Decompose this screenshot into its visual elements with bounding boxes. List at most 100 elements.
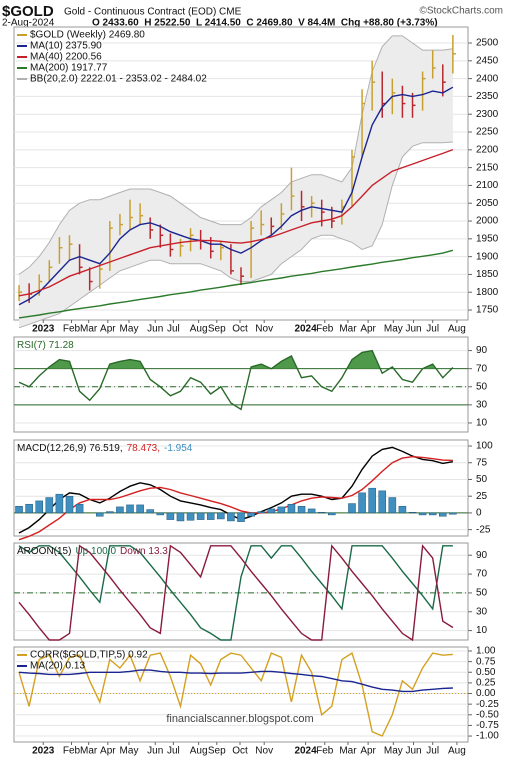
x-tick-label: 2024 <box>294 324 317 335</box>
symbol: $GOLD <box>2 3 54 20</box>
histogram-bar <box>196 512 205 520</box>
y-tick-label: 2050 <box>476 198 499 209</box>
instrument-name: Gold - Continuous Contract (EOD) CME <box>64 7 242 18</box>
x-tick-label: Apr <box>100 324 116 335</box>
legend-label: $GOLD (Weekly) 2469.80 <box>30 30 145 41</box>
legend-label: MA(20) 0.13 <box>30 661 85 672</box>
histogram-bar <box>297 505 306 514</box>
histogram-bar <box>146 509 154 514</box>
histogram-bar <box>408 512 417 514</box>
x-tick-label: Feb <box>316 324 334 335</box>
x-tick-label: Mar <box>339 746 357 757</box>
histogram-bar <box>428 512 437 516</box>
histogram-bar <box>227 512 235 522</box>
histogram-bar <box>247 512 255 517</box>
x-tick-label: Jun <box>147 746 163 757</box>
histogram-bar <box>307 508 316 514</box>
watermark: financialscanner.blogspot.com <box>166 713 313 725</box>
y-tick-label: 1900 <box>476 251 499 262</box>
y-tick-label: 2400 <box>476 73 499 84</box>
series-line <box>18 545 453 641</box>
x-tick-label: Apr <box>100 746 116 757</box>
y-tick-label: 0.75 <box>476 656 496 667</box>
legend-label: Down 13.3 <box>120 546 168 557</box>
y-tick-label: 0.25 <box>476 678 496 689</box>
x-tick-label: Feb <box>316 746 334 757</box>
y-tick-label: 70 <box>476 363 488 374</box>
y-tick-label: 50 <box>476 588 488 599</box>
histogram-bar <box>388 497 397 514</box>
histogram-bar <box>166 512 175 520</box>
y-tick-label: 50 <box>476 381 488 392</box>
bollinger-fill <box>19 35 453 328</box>
y-tick-label: 90 <box>476 345 488 356</box>
x-tick-label: Apr <box>360 746 376 757</box>
panel-label: AROON(15) <box>17 546 71 557</box>
y-tick-label: 2200 <box>476 144 499 155</box>
x-tick-label: Nov <box>255 746 273 757</box>
series-line <box>18 669 453 693</box>
histogram-bar <box>267 508 276 514</box>
legend-label: MA(40) 2200.56 <box>30 52 102 63</box>
histogram-bar <box>126 504 134 514</box>
bollinger-upper <box>18 35 453 275</box>
y-tick-label: 10 <box>476 625 488 636</box>
quote: O 2433.60 H 2522.50 L 2414.50 C 2469.80 … <box>92 18 438 29</box>
y-tick-label: 30 <box>476 606 488 617</box>
y-tick-label: 2350 <box>476 91 499 102</box>
x-tick-label: Nov <box>255 324 273 335</box>
x-tick-label: Sep <box>208 746 226 757</box>
legend-label: RSI(7) 71.28 <box>17 340 74 351</box>
x-tick-label: Jun <box>147 324 163 335</box>
y-tick-label: 75 <box>476 457 488 468</box>
histogram-bar <box>287 503 296 514</box>
y-tick-label: 2450 <box>476 55 499 66</box>
y-tick-label: -0.25 <box>476 699 499 710</box>
y-tick-label: 1800 <box>476 287 499 298</box>
series-line <box>18 652 453 737</box>
series-line <box>18 148 454 297</box>
panel <box>13 646 469 743</box>
x-tick-label: Sep <box>208 324 226 335</box>
y-tick-label: -0.75 <box>476 720 499 731</box>
histogram-bar <box>438 512 447 517</box>
histogram-bar <box>186 512 195 521</box>
histogram-bar <box>176 512 185 522</box>
x-tick-label: Aug <box>448 746 466 757</box>
x-tick-label: 2023 <box>32 324 55 335</box>
x-tick-label: Mar <box>80 746 98 757</box>
histogram-bar <box>35 500 44 514</box>
histogram-bar <box>398 505 407 514</box>
x-tick-label: Feb <box>63 746 81 757</box>
histogram-bar <box>75 503 84 514</box>
x-tick-label: Oct <box>232 746 248 757</box>
histogram-bar <box>25 503 33 514</box>
y-tick-label: 0.50 <box>476 667 496 678</box>
x-tick-label: Jun <box>405 746 421 757</box>
histogram-bar <box>106 511 114 514</box>
x-tick-label: Oct <box>232 324 248 335</box>
histogram-bar <box>257 511 265 514</box>
x-tick-label: Jun <box>405 324 421 335</box>
legend-label: BB(20,2.0) 2222.01 - 2353.02 - 2484.02 <box>30 74 207 85</box>
y-tick-label: 50 <box>476 474 488 485</box>
y-tick-label: -25 <box>476 524 491 535</box>
legend-label: Up 100.0 <box>75 546 116 557</box>
y-tick-label: 100 <box>476 441 493 452</box>
x-tick-label: May <box>384 324 403 335</box>
panel-legend: MACD(12,26,9) 76.519, 78.473, -1.954 <box>17 443 193 454</box>
histogram-bar <box>317 512 326 514</box>
histogram-bar <box>237 512 245 522</box>
histogram-bar <box>378 490 387 514</box>
y-tick-label: -0.50 <box>476 709 499 720</box>
y-tick-label: 1950 <box>476 233 499 244</box>
series-line <box>18 349 454 411</box>
y-tick-label: 30 <box>476 399 488 410</box>
legend-label: CORR($GOLD,TIP,5) 0.92 <box>30 650 148 661</box>
histogram-bar <box>116 506 124 514</box>
series-line <box>18 455 453 541</box>
y-tick-label: 2500 <box>476 38 499 49</box>
x-tick-label: May <box>120 324 139 335</box>
x-tick-label: May <box>120 746 139 757</box>
